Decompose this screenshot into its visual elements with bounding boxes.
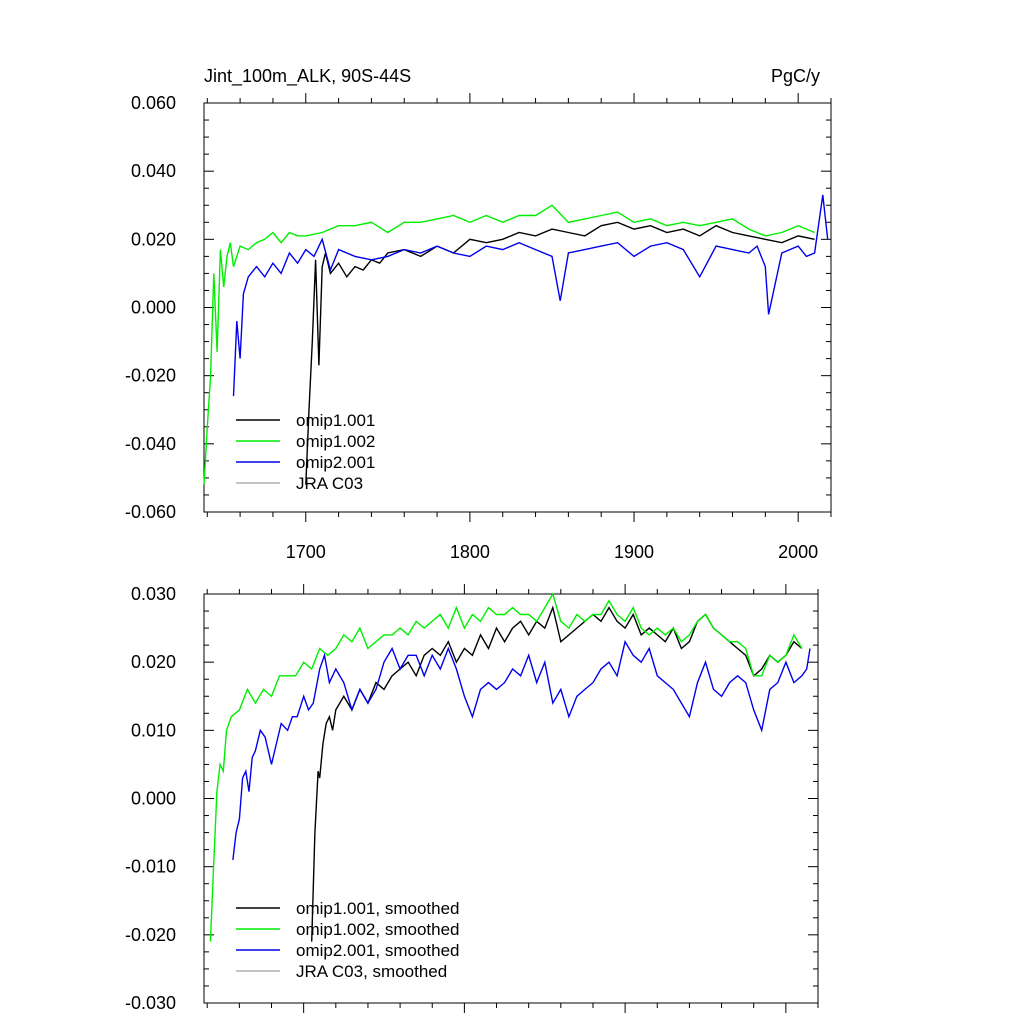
y-tick-label: 0.060: [131, 93, 176, 113]
x-tick-label: 1900: [614, 542, 654, 562]
x-tick-label: 2000: [778, 542, 818, 562]
legend-label: JRA C03, smoothed: [296, 962, 447, 981]
y-tick-label: -0.010: [125, 857, 176, 877]
y-tick-label: -0.060: [125, 502, 176, 522]
y-tick-label: -0.040: [125, 434, 176, 454]
series-line: [305, 221, 815, 485]
x-tick-label: 1800: [450, 542, 490, 562]
legend-label: omip2.001, smoothed: [296, 941, 460, 960]
bottom-panel: -0.030 -0.020 -0.010 0.000 0.010 0.020 0.030 om…: [125, 584, 819, 1013]
legend-label: omip2.001: [296, 453, 375, 472]
y-tick-label: 0.000: [131, 298, 176, 318]
y-tick-label: 0.020: [131, 652, 176, 672]
y-tick-label: 0.000: [131, 789, 176, 809]
series-line: [232, 639, 811, 860]
legend-label: omip1.002: [296, 432, 375, 451]
y-tick-label: 0.040: [131, 161, 176, 181]
chart-title: Jint_100m_ALK, 90S-44S: [204, 66, 411, 87]
legend-label: JRA C03: [296, 474, 363, 493]
y-tick-label: -0.020: [125, 925, 176, 945]
series-line: [203, 204, 815, 485]
top-panel: -0.060 -0.040 -0.020 0.000 0.020 0.040 0.060 17…: [125, 93, 832, 562]
legend-label: omip1.001: [296, 411, 375, 430]
series-line: [311, 605, 803, 942]
y-tick-label: -0.020: [125, 366, 176, 386]
y-tick-label: 0.030: [131, 584, 176, 604]
y-tick-label: 0.020: [131, 229, 176, 249]
y-tick-label: 0.010: [131, 720, 176, 740]
legend-label: omip1.001, smoothed: [296, 899, 460, 918]
y-tick-label: -0.030: [125, 993, 176, 1013]
x-tick-label: 1700: [286, 542, 326, 562]
legend-label: omip1.002, smoothed: [296, 920, 460, 939]
units-label: PgC/y: [771, 66, 820, 86]
series-line: [232, 194, 829, 397]
series-line: [209, 592, 803, 942]
